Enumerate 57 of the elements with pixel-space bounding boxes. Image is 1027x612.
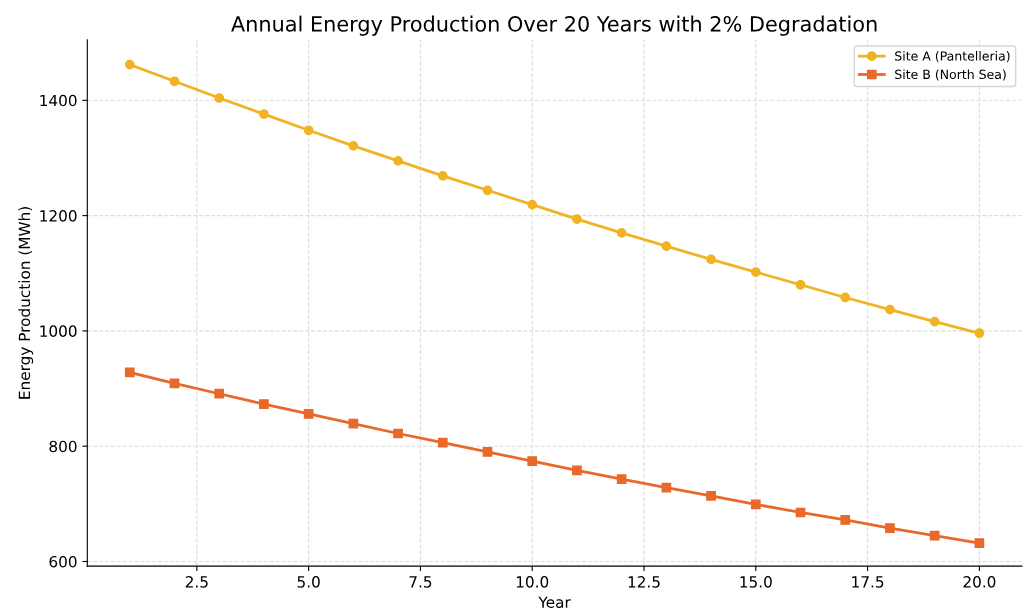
point <box>616 228 627 238</box>
point <box>259 109 269 120</box>
y-axis-title: Energy Production (MWh) <box>18 207 34 399</box>
x-tick-label: 10.0 <box>516 576 549 588</box>
point <box>974 328 985 339</box>
legend-label: Site B (North Sea) <box>895 69 1006 81</box>
point <box>616 474 627 484</box>
y-tick-label: 800 <box>49 440 77 453</box>
y-tick-label: 1000 <box>40 325 77 337</box>
point <box>214 93 225 103</box>
point <box>527 456 538 467</box>
y-tick-label: 600 <box>49 555 77 568</box>
point <box>169 76 180 87</box>
point <box>661 241 672 252</box>
point <box>303 125 314 136</box>
point <box>124 367 135 378</box>
point <box>661 482 672 493</box>
point <box>393 155 403 166</box>
y-tick-label: 1200 <box>40 210 77 222</box>
point <box>169 378 180 389</box>
point <box>885 304 895 315</box>
point <box>482 185 493 196</box>
point <box>840 515 851 525</box>
point <box>259 399 269 409</box>
point <box>706 254 716 265</box>
legend-label: Site A (Pantelleria) <box>895 51 1010 63</box>
x-axis-title: Year <box>538 596 571 608</box>
x-tick-label: 15.0 <box>740 576 772 588</box>
x-tick-label: 5.0 <box>297 576 320 588</box>
x-tick-label: 7.5 <box>409 576 432 588</box>
point <box>974 538 985 548</box>
point <box>214 388 225 399</box>
point <box>885 523 895 533</box>
point <box>437 437 448 448</box>
point <box>572 214 582 224</box>
point <box>750 499 761 510</box>
point <box>303 409 314 419</box>
point <box>929 530 940 541</box>
chart-title: Annual Energy Production Over 20 Years with 2% Degradation <box>231 15 877 36</box>
point <box>437 170 448 181</box>
x-tick-label: 17.5 <box>852 576 884 588</box>
point <box>706 490 716 501</box>
point <box>840 292 851 303</box>
point <box>348 418 359 429</box>
point <box>393 428 403 439</box>
point <box>795 279 806 290</box>
point <box>527 199 538 210</box>
y-tick-label: 1400 <box>40 94 77 107</box>
point <box>929 316 940 327</box>
point <box>348 140 359 151</box>
x-tick-label: 12.5 <box>628 576 660 588</box>
point <box>124 59 135 70</box>
point <box>750 267 761 277</box>
point <box>482 447 493 457</box>
x-tick-label: 20.0 <box>963 576 996 588</box>
point <box>572 465 582 476</box>
x-tick-label: 2.5 <box>185 576 208 588</box>
